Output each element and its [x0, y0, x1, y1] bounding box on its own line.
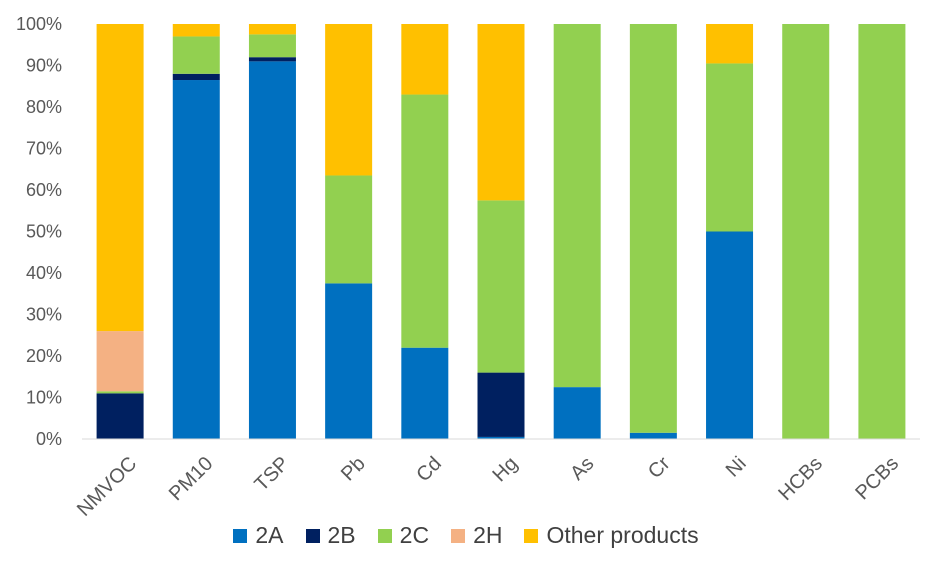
- bar-segment: [248, 24, 296, 35]
- bar-segment: [248, 61, 296, 439]
- x-tick-label: NMVOC: [73, 453, 141, 520]
- bar-segment: [401, 94, 449, 348]
- legend-item: 2H: [451, 522, 502, 549]
- x-tick-label: Hg: [489, 453, 523, 487]
- bar-segment: [553, 387, 601, 439]
- bar-segment: [477, 200, 525, 373]
- bar-segment: [477, 436, 525, 439]
- legend-item: 2C: [377, 522, 430, 549]
- bar-segment: [96, 393, 144, 439]
- x-tick-label: Cd: [412, 453, 446, 487]
- x-axis-ticks: NMVOC PM10 TSP Pb Cd Hg As Cr Ni HCBs PCBs: [73, 452, 903, 520]
- y-axis-ticks: 0% 10% 20% 30% 40% 50% 60% 70% 80% 90% 100%: [16, 14, 62, 449]
- bar-segment: [96, 24, 144, 332]
- legend-label: 2A: [255, 522, 284, 548]
- bar-segment: [96, 391, 144, 394]
- stacked-bar-chart: 0% 10% 20% 30% 40% 50% 60% 70% 80% 90% 100% NMVOC P…: [16, 14, 920, 521]
- bar-segment: [629, 24, 677, 433]
- bar-segment: [706, 63, 754, 232]
- y-tick-label: 60%: [26, 180, 62, 200]
- legend-swatch: [305, 528, 320, 543]
- y-tick-label: 100%: [16, 14, 62, 34]
- bar-segment: [325, 24, 373, 176]
- y-tick-label: 70%: [26, 139, 62, 159]
- y-tick-label: 0%: [36, 429, 62, 449]
- legend-label: 2H: [473, 522, 503, 548]
- bar-segment: [782, 24, 830, 439]
- legend-label: Other products: [546, 522, 699, 548]
- legend: 2A 2B 2C 2H Other products: [0, 522, 932, 549]
- bar-segment: [172, 80, 220, 440]
- bar-segment: [477, 24, 525, 201]
- y-tick-label: 20%: [26, 346, 62, 366]
- bar-segment: [629, 432, 677, 439]
- bar-segment: [401, 24, 449, 95]
- y-tick-label: 40%: [26, 263, 62, 283]
- bar-segment: [553, 24, 601, 388]
- y-tick-label: 90%: [26, 56, 62, 76]
- legend-label: 2B: [327, 522, 356, 548]
- bar-segment: [172, 36, 220, 74]
- bar-segment: [96, 331, 144, 392]
- x-tick-label: Cr: [644, 452, 675, 483]
- bar-segment: [325, 283, 373, 439]
- y-tick-label: 10%: [26, 388, 62, 408]
- bar-segment: [248, 34, 296, 58]
- legend-item: 2A: [233, 522, 284, 549]
- bar-segment: [858, 24, 906, 439]
- x-tick-label: HCBs: [774, 453, 826, 505]
- legend-swatch: [524, 528, 539, 543]
- bar-segment: [477, 372, 525, 437]
- y-tick-label: 80%: [26, 97, 62, 117]
- bar-segment: [172, 24, 220, 37]
- legend-swatch: [233, 528, 248, 543]
- x-tick-label: Ni: [722, 453, 751, 482]
- legend-item: 2B: [305, 522, 356, 549]
- legend-swatch: [377, 528, 392, 543]
- bar-segment: [172, 73, 220, 81]
- legend-item: Other products: [524, 522, 699, 549]
- bar-segment: [325, 175, 373, 284]
- x-tick-label: PCBs: [851, 453, 903, 505]
- bar-segment: [248, 57, 296, 62]
- y-tick-label: 30%: [26, 305, 62, 325]
- legend-swatch: [451, 528, 466, 543]
- x-tick-label: Pb: [337, 453, 370, 486]
- x-tick-label: PM10: [165, 453, 218, 506]
- x-tick-label: As: [566, 453, 598, 485]
- x-tick-label: TSP: [251, 453, 294, 496]
- bars-group: [96, 24, 906, 440]
- y-tick-label: 50%: [26, 222, 62, 242]
- bar-segment: [706, 24, 754, 64]
- bar-segment: [706, 231, 754, 439]
- legend-label: 2C: [399, 522, 430, 548]
- bar-segment: [401, 347, 449, 439]
